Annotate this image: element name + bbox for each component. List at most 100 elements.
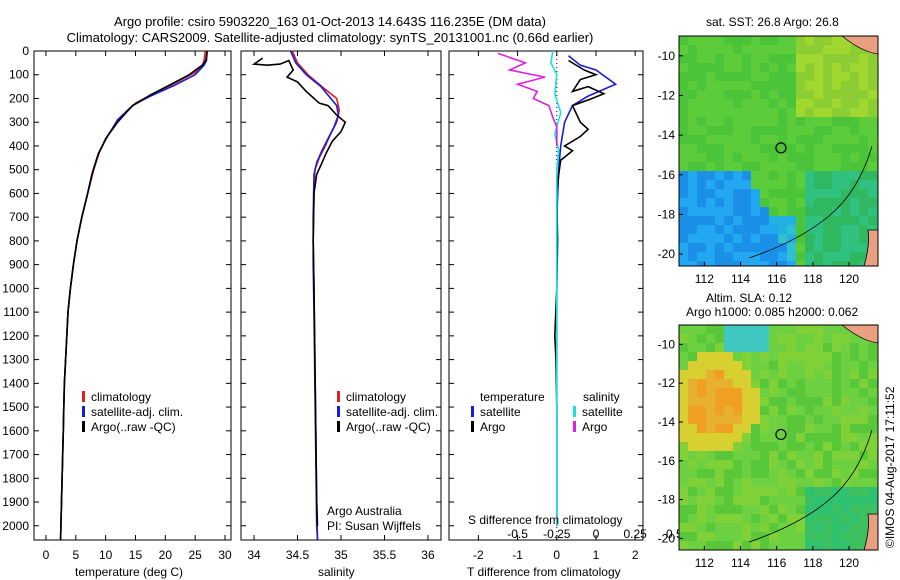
- map-cell: [841, 532, 850, 541]
- map-cell: [823, 36, 832, 45]
- map-cell: [859, 496, 868, 505]
- map-cell: [859, 469, 868, 478]
- map-cell: [850, 198, 859, 207]
- map-cell: [760, 63, 769, 72]
- map-cell: [805, 153, 814, 162]
- map-cell: [859, 135, 868, 144]
- map-cell: [715, 162, 724, 171]
- map-cell: [751, 108, 760, 117]
- figure-title-line2: Climatology: CARS2009. Satellite-adjuste…: [66, 30, 594, 45]
- map-cell: [697, 415, 706, 424]
- map-cell: [859, 406, 868, 415]
- map-cell: [814, 99, 823, 108]
- map-cell: [760, 216, 769, 225]
- map-cell: [769, 451, 778, 460]
- map-cell: [706, 99, 715, 108]
- map-cell: [760, 171, 769, 180]
- map-cell: [688, 135, 697, 144]
- map-cell: [778, 469, 787, 478]
- map-cell: [832, 496, 841, 505]
- map-cell: [823, 126, 832, 135]
- map-cell: [823, 198, 832, 207]
- map-cell: [859, 207, 868, 216]
- map-cell: [850, 144, 859, 153]
- map-cell: [850, 487, 859, 496]
- map-cell: [805, 54, 814, 63]
- map-cell: [850, 361, 859, 370]
- map-cell: [859, 72, 868, 81]
- map-cell: [805, 63, 814, 72]
- map-cell: [688, 496, 697, 505]
- map-cell: [778, 514, 787, 523]
- map-cell: [787, 361, 796, 370]
- map-cell: [868, 171, 877, 180]
- map-cell: [688, 352, 697, 361]
- map-cell: [742, 162, 751, 171]
- map-cell: [823, 234, 832, 243]
- map-cell: [715, 523, 724, 532]
- map-cell: [751, 505, 760, 514]
- map-cell: [769, 523, 778, 532]
- map-cell: [733, 36, 742, 45]
- map-cell: [688, 325, 697, 334]
- map-cell: [742, 343, 751, 352]
- map-cell: [850, 478, 859, 487]
- map-cell: [823, 460, 832, 469]
- map-cell: [796, 126, 805, 135]
- depth-tick-label: 500: [9, 163, 29, 177]
- map-cell: [796, 45, 805, 54]
- map-cell: [742, 261, 751, 266]
- map-cell: [760, 72, 769, 81]
- x-tick-label-temperature: 25: [189, 548, 203, 562]
- map-cell: [769, 388, 778, 397]
- map-cell: [688, 126, 697, 135]
- map-cell: [787, 478, 796, 487]
- map-cell: [751, 343, 760, 352]
- map-cell: [814, 325, 823, 334]
- map-cell: [850, 189, 859, 198]
- diff-legend-sal-argo: Argo: [573, 421, 607, 434]
- sla-map-title-line2: Argo h1000: 0.085 h2000: 0.062: [686, 305, 859, 319]
- map-cell: [742, 198, 751, 207]
- map-cell: [841, 234, 850, 243]
- map-cell: [859, 117, 868, 126]
- map-cell: [733, 361, 742, 370]
- map-cell: [796, 433, 805, 442]
- map-cell: [742, 415, 751, 424]
- map-cell: [832, 90, 841, 99]
- map-cell: [841, 198, 850, 207]
- map-cell: [679, 153, 688, 162]
- map-cell: [688, 397, 697, 406]
- map-cell: [832, 343, 841, 352]
- map-cell: [724, 442, 733, 451]
- map-cell: [697, 514, 706, 523]
- map-cell: [724, 234, 733, 243]
- map-cell: [742, 81, 751, 90]
- map-cell: [850, 108, 859, 117]
- map-cell: [823, 514, 832, 523]
- map-cell: [679, 523, 688, 532]
- map-cell: [679, 135, 688, 144]
- map-cell: [742, 496, 751, 505]
- map-cell: [697, 243, 706, 252]
- map-cell: [697, 451, 706, 460]
- map-cell: [787, 343, 796, 352]
- map-cell: [688, 99, 697, 108]
- map-cell: [823, 370, 832, 379]
- map-cell: [805, 81, 814, 90]
- map-cell: [832, 361, 841, 370]
- x-tick-label-salinity: 36: [421, 548, 435, 562]
- map-cell: [805, 442, 814, 451]
- map-cell: [706, 198, 715, 207]
- diff-legend-temp-argo: Argo: [471, 421, 505, 434]
- map-cell: [715, 225, 724, 234]
- map-lat-label: -16: [658, 454, 676, 468]
- map-cell: [679, 541, 688, 550]
- map-cell: [697, 478, 706, 487]
- map-cell: [841, 370, 850, 379]
- map-cell: [787, 541, 796, 550]
- map-cell: [778, 541, 787, 550]
- map-cell: [760, 361, 769, 370]
- map-cell: [769, 162, 778, 171]
- map-cell: [769, 81, 778, 90]
